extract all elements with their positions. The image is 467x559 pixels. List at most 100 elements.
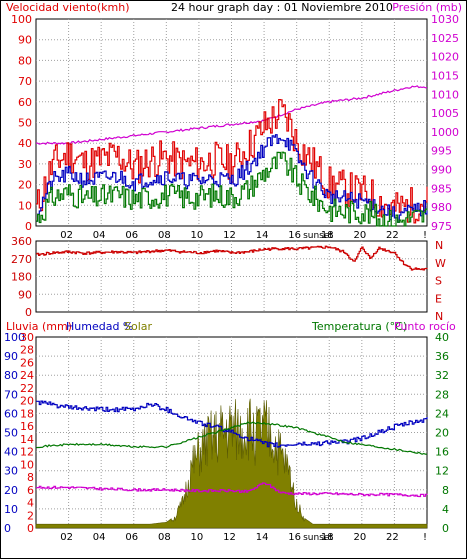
y2-tick-label: 1030 [431, 13, 459, 26]
x-tick-label: 18 [321, 532, 334, 543]
wind-avg-line [36, 134, 428, 223]
dewpoint-line [36, 482, 428, 498]
temp-tick-label: 28 [435, 388, 449, 401]
sunset-label: sunset [303, 231, 333, 241]
temp-tick-label: 4 [442, 503, 449, 516]
rain-tick-label: 30 [20, 331, 34, 344]
rain-tick-label: 14 [20, 433, 34, 446]
x-tick-label: 10 [191, 532, 204, 543]
x-tick-label: 20 [353, 230, 366, 241]
y2-tick-label: 1020 [431, 51, 459, 64]
rain-tick-label: 28 [20, 344, 34, 357]
rain-label: Lluvia (mm) [6, 320, 72, 333]
x-tick-label: 16 [288, 532, 301, 543]
x-tick-label: 08 [158, 230, 171, 241]
y-tick-label: 90 [18, 34, 32, 47]
y2-tick-label: 980 [431, 201, 452, 214]
rain-tick-label: 16 [20, 420, 34, 433]
temperature-label: Temperatura (°C) [311, 320, 407, 333]
humidity-label: Humedad % [66, 320, 133, 333]
temp-tick-label: 20 [435, 427, 449, 440]
temp-tick-label: 24 [435, 407, 449, 420]
temp-tick-label: 8 [442, 484, 449, 497]
compass-label: S [435, 275, 442, 288]
x-tick-label: 08 [158, 532, 171, 543]
x-tick-label: 04 [93, 230, 106, 241]
wind-title: Velocidad viento(kmh) [6, 1, 130, 14]
y-tick-label: 10 [18, 199, 32, 212]
temperature-line [35, 421, 428, 455]
humidity-tick-label: 70 [4, 388, 18, 401]
wind-direction-line [36, 245, 428, 271]
humidity-tick-label: 0 [4, 522, 11, 535]
rain-tick-label: 22 [20, 382, 34, 395]
humidity-tick-label: 50 [4, 427, 18, 440]
x-tick-label: 02 [60, 532, 73, 543]
pressure-title: Presión (mb) [392, 1, 462, 14]
rain-tick-label: 2 [27, 509, 34, 522]
humidity-tick-label: 80 [4, 369, 18, 382]
x-tick-label: 16 [288, 230, 301, 241]
y2-tick-label: 1015 [431, 69, 459, 82]
x-tick-label: ! [423, 532, 427, 543]
x-tick-label: 02 [60, 230, 73, 241]
y-tick-label: 70 [18, 75, 32, 88]
y-tick-label: 30 [18, 158, 32, 171]
rain-tick-label: 26 [20, 356, 34, 369]
x-tick-label: 06 [125, 532, 138, 543]
temp-tick-label: 12 [435, 465, 449, 478]
y2-tick-label: 1005 [431, 107, 459, 120]
x-tick-label: 10 [191, 230, 204, 241]
solar-label: Solar [124, 320, 153, 333]
wind-pressure-panel: 0102030405060708090100975980985990995100… [11, 13, 459, 241]
y-tick-label: 40 [18, 137, 32, 150]
dewpoint-label: Punto rocío [394, 320, 456, 333]
dir-tick-label: 180 [11, 271, 32, 284]
x-tick-label: 06 [125, 230, 138, 241]
rain-tick-label: 10 [20, 458, 34, 471]
y-tick-label: 50 [18, 117, 32, 130]
compass-label: E [435, 292, 442, 305]
temp-tick-label: 16 [435, 446, 449, 459]
y2-tick-label: 1010 [431, 88, 459, 101]
dir-tick-label: 360 [11, 235, 32, 248]
pressure-line [35, 85, 428, 145]
temp-tick-label: 40 [435, 331, 449, 344]
page-title: 24 hour graph day : 01 Noviembre 2010 [171, 1, 393, 14]
rain-tick-label: 6 [27, 484, 34, 497]
humidity-tick-label: 90 [4, 350, 18, 363]
y2-tick-label: 990 [431, 164, 452, 177]
rain-tick-label: 4 [27, 497, 34, 510]
rain-tick-label: 8 [27, 471, 34, 484]
y-tick-label: 20 [18, 179, 32, 192]
x-tick-label: 18 [321, 230, 334, 241]
compass-label: W [435, 257, 446, 270]
x-tick-label: 20 [353, 532, 366, 543]
temp-tick-label: 0 [442, 522, 449, 535]
rain-tick-label: 24 [20, 369, 34, 382]
temp-tick-label: 36 [435, 350, 449, 363]
x-tick-label: 12 [223, 230, 236, 241]
y-tick-label: 60 [18, 96, 32, 109]
y2-tick-label: 975 [431, 220, 452, 233]
humidity-tick-label: 100 [4, 331, 25, 344]
y2-tick-label: 1025 [431, 32, 459, 45]
y-tick-label: 80 [18, 54, 32, 67]
x-tick-label: 14 [256, 532, 269, 543]
x-tick-label: 12 [223, 532, 236, 543]
humidity-tick-label: 20 [4, 484, 18, 497]
wind-min-line [36, 151, 428, 227]
humidity-tick-label: 60 [4, 407, 18, 420]
x-tick-label: 22 [386, 230, 399, 241]
rain-tick-label: 12 [20, 446, 34, 459]
dir-tick-label: 270 [11, 253, 32, 266]
y2-tick-label: 1000 [431, 126, 459, 139]
y-tick-label: 0 [25, 220, 32, 233]
humidity-tick-label: 10 [4, 503, 18, 516]
temp-tick-label: 32 [435, 369, 449, 382]
dir-tick-label: 90 [18, 288, 32, 301]
humidity-tick-label: 40 [4, 446, 18, 459]
humidity-line [36, 400, 428, 448]
